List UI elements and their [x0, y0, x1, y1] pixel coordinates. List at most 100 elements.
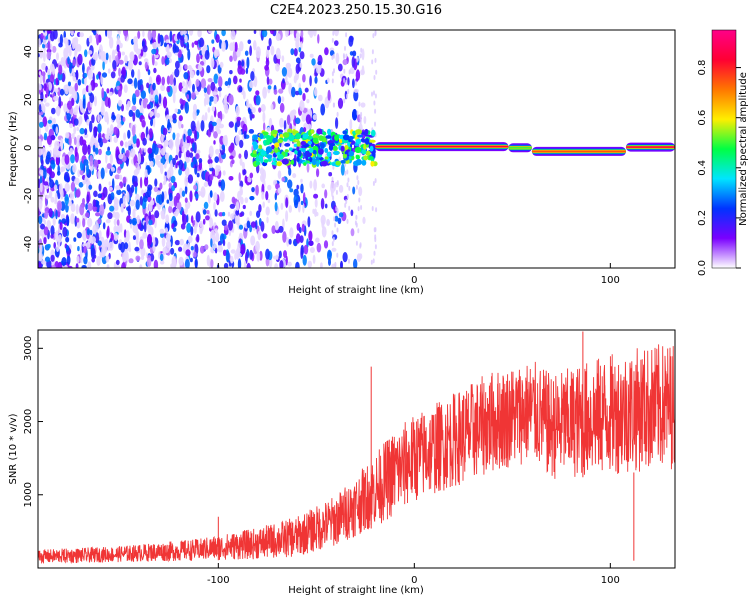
heatmap-cell [159, 182, 163, 190]
heatmap-cell [234, 213, 240, 225]
heatmap-cell [218, 91, 222, 98]
heatmap-cell [228, 121, 234, 128]
heatmap-cell [108, 241, 114, 251]
heatmap-cell [92, 224, 97, 235]
heatmap-cell [295, 90, 300, 96]
heatmap-cell [121, 262, 126, 268]
heatmap-cell [48, 208, 53, 218]
heatmap-cell [342, 130, 348, 135]
heatmap-cell [39, 182, 43, 193]
heatmap-cell [340, 163, 345, 176]
heatmap-cell [74, 82, 79, 92]
heatmap-cell [282, 218, 285, 229]
heatmap-cell [46, 51, 51, 60]
heatmap-cell [55, 126, 59, 135]
heatmap-cell [144, 176, 149, 187]
heatmap-cell [292, 173, 297, 179]
heatmap-cell [166, 85, 171, 93]
heatmap-cell [229, 70, 233, 75]
heatmap-cell [350, 228, 355, 237]
heatmap-cell [300, 247, 304, 259]
heatmap-cell [152, 41, 158, 50]
heatmap-cell [227, 211, 231, 217]
heatmap-cell [285, 255, 288, 266]
heatmap-cell [334, 215, 339, 222]
heatmap-cell [41, 259, 47, 265]
heatmap-cell [354, 146, 362, 154]
heatmap-cell [89, 155, 94, 167]
heatmap-cell [263, 122, 266, 132]
heatmap-cell [52, 216, 56, 226]
heatmap-cell [171, 185, 176, 192]
heatmap-cell [270, 103, 274, 110]
heatmap-cell [72, 71, 76, 82]
heatmap-cell [186, 94, 190, 100]
heatmap-cell [375, 207, 378, 213]
heatmap-cell [109, 205, 115, 212]
heatmap-cell [210, 57, 215, 69]
heatmap-cell [317, 94, 323, 102]
heatmap-cell [113, 126, 119, 136]
heatmap-cell [116, 85, 120, 91]
heatmap-cell [187, 174, 194, 184]
heatmap-cell [225, 250, 230, 263]
heatmap-cell [331, 230, 334, 236]
heatmap-cell [83, 245, 87, 254]
heatmap-cell [107, 97, 111, 109]
heatmap-cell [179, 238, 184, 246]
heatmap-cell [140, 255, 145, 261]
heatmap-cell [239, 158, 243, 166]
heatmap-cell [142, 232, 148, 239]
heatmap-cell [110, 192, 115, 201]
heatmap-cell [291, 86, 296, 98]
heatmap-cell [43, 132, 48, 140]
heatmap-cell [106, 163, 112, 170]
heatmap-cell [336, 208, 339, 214]
heatmap-cell [55, 77, 59, 86]
heatmap-cell [166, 199, 170, 204]
heatmap-cell [355, 184, 358, 190]
heatmap-cell [267, 85, 272, 90]
heatmap-cell [159, 253, 164, 261]
heatmap-cell [192, 142, 195, 152]
heatmap-cell [216, 49, 220, 57]
heatmap-cell [98, 52, 104, 60]
heatmap-cell [108, 181, 111, 186]
heatmap-cell [173, 77, 176, 86]
heatmap-cell [117, 160, 123, 165]
heatmap-cell [101, 245, 106, 258]
colorbar-tick-label: 0.0 [697, 260, 708, 276]
heatmap-cell [321, 183, 326, 189]
heatmap-cell [344, 170, 347, 176]
heatmap-cell [44, 102, 50, 107]
heatmap-cell [181, 124, 184, 129]
heatmap-cell [353, 258, 358, 268]
heatmap-cell [43, 50, 46, 63]
heatmap-cell [147, 223, 151, 234]
heatmap-cell [277, 170, 282, 180]
heatmap-cell [182, 30, 187, 35]
heatmap-cell [154, 210, 160, 219]
heatmap-cell [102, 222, 106, 230]
heatmap-cell [154, 105, 158, 118]
heatmap-cell [161, 56, 165, 65]
heatmap-cell [46, 219, 51, 230]
heatmap-cell [79, 203, 85, 216]
heatmap-cell [122, 30, 128, 37]
heatmap-cell [159, 162, 164, 175]
heatmap-cell [218, 76, 223, 88]
heatmap-cell [301, 147, 306, 153]
heatmap-cell [352, 78, 355, 89]
heatmap-cell [272, 157, 277, 162]
heatmap-cell [122, 195, 126, 208]
figure-title: C2E4.2023.250.15.30.G16 [270, 3, 442, 18]
heatmap-cell [116, 189, 122, 196]
heatmap-cell [38, 198, 43, 211]
heatmap-cell [44, 256, 51, 263]
heatmap-cell [167, 118, 171, 131]
y-tick-label: 0 [23, 145, 34, 151]
heatmap-cell [111, 178, 115, 191]
heatmap-cell [296, 156, 300, 163]
heatmap-cell [235, 248, 240, 260]
heatmap-cell [244, 175, 248, 184]
